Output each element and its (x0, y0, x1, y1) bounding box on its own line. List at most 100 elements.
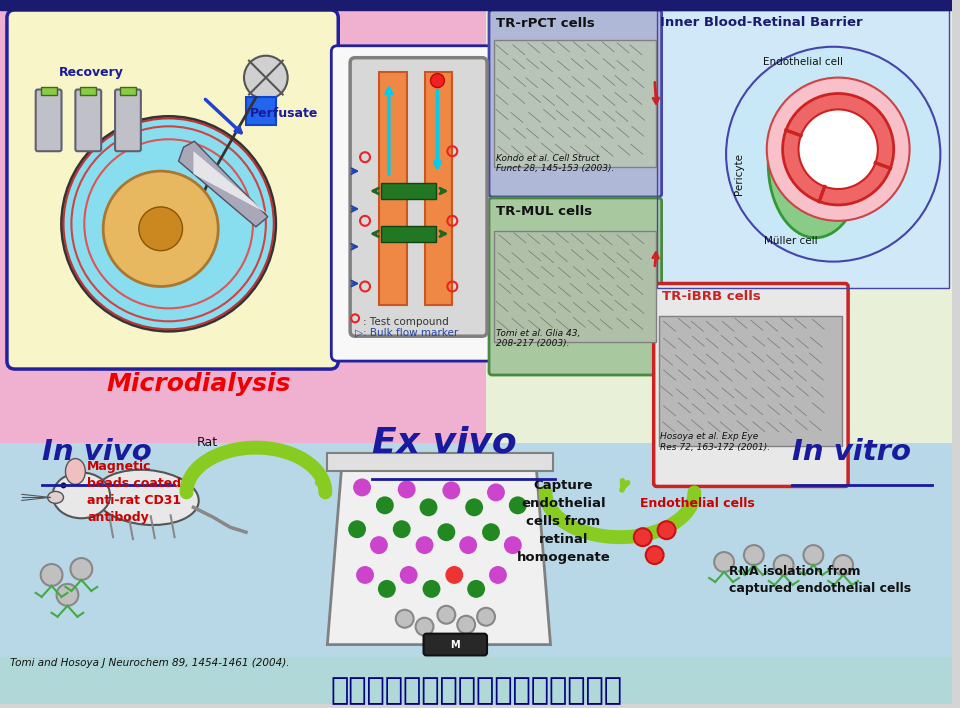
Text: Ex vivo: Ex vivo (372, 426, 516, 459)
Circle shape (658, 521, 676, 539)
Bar (81, 86, 96, 94)
Bar (379, 72, 407, 305)
Text: Kondo et al. Cell Struct
Funct 28, 145-153 (2003).: Kondo et al. Cell Struct Funct 28, 145-1… (496, 154, 614, 173)
Circle shape (804, 545, 824, 565)
FancyBboxPatch shape (489, 198, 661, 375)
Bar (0, 656, 952, 704)
Circle shape (422, 580, 441, 598)
Circle shape (139, 207, 182, 251)
FancyBboxPatch shape (36, 89, 61, 152)
Circle shape (420, 498, 438, 516)
Circle shape (378, 580, 396, 598)
Circle shape (457, 616, 475, 634)
Circle shape (396, 610, 414, 628)
Circle shape (376, 496, 394, 514)
FancyBboxPatch shape (331, 46, 500, 361)
FancyBboxPatch shape (7, 10, 338, 369)
Circle shape (416, 618, 434, 636)
FancyBboxPatch shape (76, 89, 101, 152)
Bar (246, 98, 276, 125)
Text: : Test compound: : Test compound (363, 317, 448, 327)
Text: Endothelial cells: Endothelial cells (639, 497, 755, 510)
Circle shape (438, 523, 455, 541)
Text: Magnetic
beads coated
anti-rat CD31
antibody: Magnetic beads coated anti-rat CD31 anti… (87, 460, 181, 524)
Polygon shape (0, 442, 952, 656)
Circle shape (370, 536, 388, 554)
Bar (120, 86, 136, 94)
FancyBboxPatch shape (423, 634, 487, 656)
Circle shape (646, 546, 663, 564)
Circle shape (634, 528, 652, 546)
Bar (381, 183, 437, 199)
Bar (494, 40, 656, 167)
Text: Recovery: Recovery (59, 66, 124, 79)
Circle shape (487, 484, 505, 501)
Text: In vitro: In vitro (792, 438, 910, 466)
Circle shape (353, 479, 371, 496)
Circle shape (397, 481, 416, 498)
Circle shape (445, 566, 464, 584)
Text: TR-iBRB cells: TR-iBRB cells (661, 290, 760, 304)
Bar (0, 0, 952, 10)
Polygon shape (179, 142, 268, 227)
Bar (657, 10, 949, 288)
Text: Müller cell: Müller cell (764, 236, 817, 246)
Circle shape (430, 74, 444, 88)
Circle shape (774, 555, 794, 575)
Ellipse shape (65, 459, 85, 484)
Circle shape (244, 56, 288, 100)
Bar (327, 452, 554, 471)
Circle shape (356, 566, 374, 584)
Text: Inner Blood-Retinal Barrier: Inner Blood-Retinal Barrier (660, 16, 862, 29)
Circle shape (782, 93, 894, 205)
Polygon shape (486, 10, 952, 442)
Bar (659, 316, 842, 445)
Polygon shape (193, 152, 268, 214)
Text: Capture
endothelial
cells from
retinal
homogenate: Capture endothelial cells from retinal h… (516, 479, 611, 564)
Circle shape (399, 566, 418, 584)
Bar (494, 231, 656, 342)
Text: RNA isolation from
captured endothelial cells: RNA isolation from captured endothelial … (729, 565, 911, 595)
Text: TR-rPCT cells: TR-rPCT cells (496, 17, 594, 30)
Circle shape (489, 566, 507, 584)
Circle shape (438, 606, 455, 624)
Circle shape (348, 520, 366, 538)
Circle shape (393, 520, 411, 538)
FancyBboxPatch shape (489, 10, 661, 197)
FancyBboxPatch shape (350, 57, 487, 336)
Bar (381, 226, 437, 241)
Circle shape (799, 110, 877, 189)
Circle shape (482, 523, 500, 541)
Text: Tomi et al. Glia 43,
208-217 (2003).: Tomi et al. Glia 43, 208-217 (2003). (496, 329, 581, 348)
Circle shape (833, 555, 853, 575)
Text: Rat: Rat (197, 435, 218, 449)
Text: Pericyte: Pericyte (734, 153, 744, 195)
Circle shape (443, 481, 460, 499)
Circle shape (466, 498, 483, 516)
Circle shape (477, 607, 495, 626)
Circle shape (767, 78, 909, 221)
Text: Tomi and Hosoya J Neurochem 89, 1454-1461 (2004).: Tomi and Hosoya J Neurochem 89, 1454-146… (10, 658, 289, 668)
FancyBboxPatch shape (115, 89, 141, 152)
Ellipse shape (48, 491, 63, 503)
Text: Microdialysis: Microdialysis (107, 372, 291, 396)
Circle shape (57, 584, 79, 606)
FancyBboxPatch shape (654, 283, 848, 486)
Circle shape (509, 496, 527, 514)
Circle shape (744, 545, 764, 565)
Circle shape (504, 536, 521, 554)
Circle shape (40, 564, 62, 586)
Circle shape (103, 171, 218, 287)
Text: In vivo: In vivo (41, 438, 152, 466)
Circle shape (726, 47, 941, 262)
Bar (657, 10, 949, 288)
Bar (424, 72, 452, 305)
Ellipse shape (95, 469, 199, 525)
Bar (40, 86, 57, 94)
Circle shape (468, 580, 485, 598)
Text: 内側血液網膜関門新規解析法の確立: 内側血液網膜関門新規解析法の確立 (330, 676, 622, 705)
Circle shape (61, 116, 276, 331)
Text: Hosoya et al. Exp Eye
Res 72, 163-172 (2001).: Hosoya et al. Exp Eye Res 72, 163-172 (2… (660, 432, 770, 452)
Circle shape (714, 552, 734, 572)
Polygon shape (327, 459, 550, 644)
